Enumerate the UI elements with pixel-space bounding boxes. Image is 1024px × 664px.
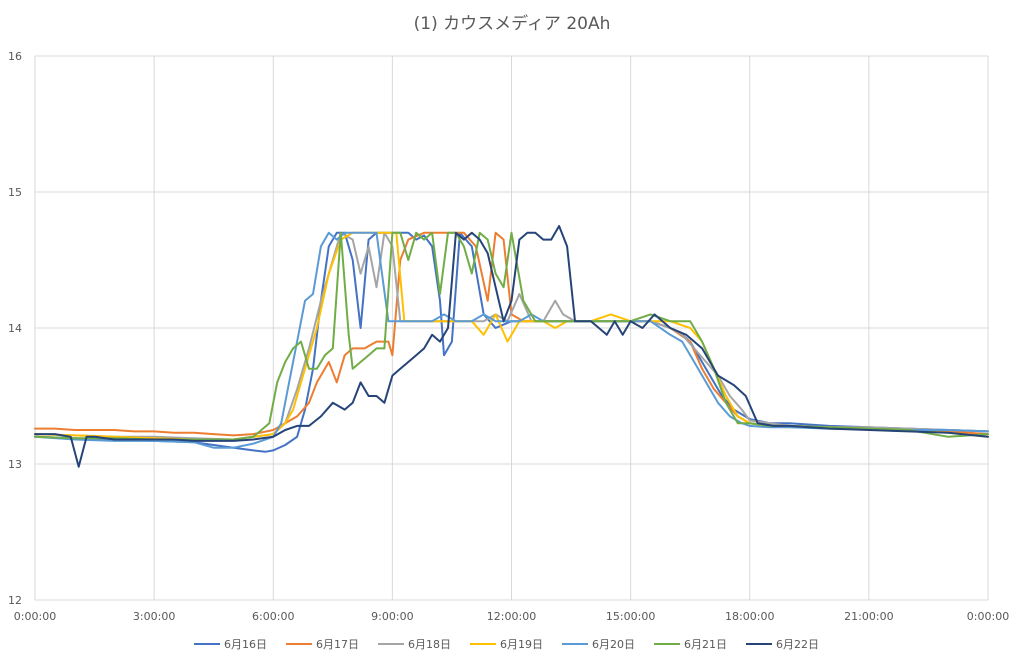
y-tick-label: 12: [8, 594, 22, 607]
legend-label: 6月22日: [776, 638, 819, 651]
legend-item: 6月18日: [378, 638, 451, 651]
x-tick-label: 0:00:00: [967, 610, 1009, 623]
legend: 6月16日 6月17日 6月18日 6月19日 6月20日 6月21日 6月22日: [194, 638, 819, 651]
series-line-3: [34, 231, 989, 441]
y-axis-ticks: 12 13 14 15 16: [8, 50, 22, 607]
chart-title: (1) カウスメディア 20Ah: [414, 13, 611, 34]
series-line-5: [34, 231, 989, 449]
y-tick-label: 15: [8, 186, 22, 199]
legend-label: 6月18日: [408, 638, 451, 651]
legend-label: 6月16日: [224, 638, 267, 651]
legend-item: 6月17日: [286, 638, 359, 651]
legend-item: 6月16日: [194, 638, 267, 651]
x-tick-label: 3:00:00: [133, 610, 175, 623]
legend-label: 6月21日: [684, 638, 727, 651]
legend-item: 6月22日: [746, 638, 819, 651]
legend-item: 6月21日: [654, 638, 727, 651]
legend-label: 6月20日: [592, 638, 635, 651]
y-tick-label: 16: [8, 50, 22, 63]
series-line-4: [34, 231, 989, 441]
x-tick-label: 6:00:00: [252, 610, 294, 623]
y-tick-label: 13: [8, 458, 22, 471]
x-tick-label: 18:00:00: [725, 610, 774, 623]
x-tick-label: 21:00:00: [844, 610, 893, 623]
legend-item: 6月20日: [562, 638, 635, 651]
legend-label: 6月17日: [316, 638, 359, 651]
x-axis-ticks: 0:00:00 3:00:00 6:00:00 9:00:00 12:00:00 15:0…: [14, 610, 1009, 623]
series-lines: [34, 225, 989, 468]
series-line-2: [34, 231, 989, 437]
x-tick-label: 15:00:00: [606, 610, 655, 623]
series-line-1: [34, 231, 989, 453]
x-tick-label: 9:00:00: [371, 610, 413, 623]
legend-label: 6月19日: [500, 638, 543, 651]
y-tick-label: 14: [8, 322, 22, 335]
series-line-7: [34, 225, 989, 468]
x-gridlines: [34, 56, 989, 600]
x-tick-label: 0:00:00: [14, 610, 56, 623]
legend-item: 6月19日: [470, 638, 543, 651]
x-tick-label: 12:00:00: [487, 610, 536, 623]
